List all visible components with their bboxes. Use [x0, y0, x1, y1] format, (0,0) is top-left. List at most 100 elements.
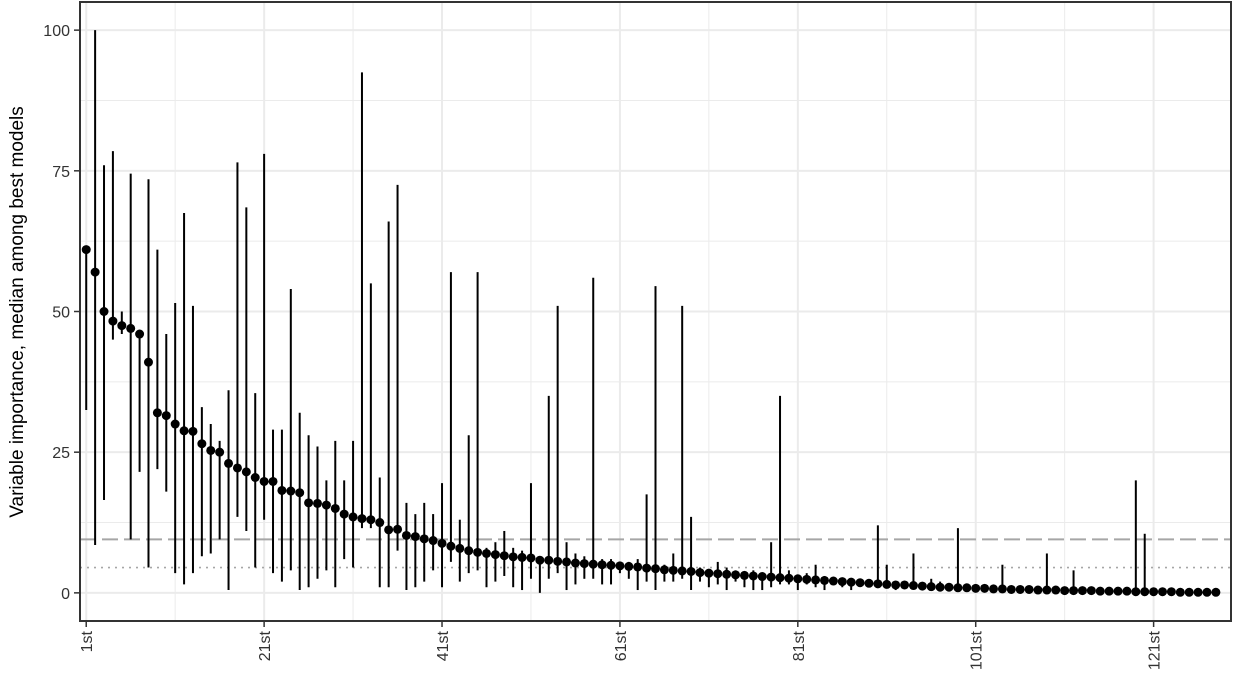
median-point — [837, 577, 847, 587]
median-point — [1122, 586, 1132, 596]
median-point — [1113, 586, 1123, 596]
median-point — [1042, 585, 1052, 595]
median-point — [908, 581, 918, 591]
median-point — [464, 546, 474, 556]
median-point — [473, 547, 483, 557]
y-tick-label: 25 — [52, 445, 70, 462]
median-point — [259, 476, 269, 486]
median-point — [170, 419, 180, 429]
median-point — [428, 536, 438, 546]
y-tick-label: 100 — [43, 23, 70, 40]
median-point — [677, 566, 687, 576]
median-point — [232, 463, 242, 473]
median-point — [117, 321, 127, 331]
median-point — [882, 579, 892, 589]
median-point — [820, 575, 830, 585]
median-point — [1024, 584, 1034, 594]
median-point — [339, 509, 349, 519]
median-point — [490, 550, 500, 560]
x-tick-label: 61st — [613, 630, 630, 661]
median-point — [241, 467, 251, 477]
median-point — [1175, 587, 1185, 597]
median-point — [722, 569, 732, 579]
median-point — [330, 503, 340, 513]
median-point — [624, 561, 634, 571]
median-point — [748, 571, 758, 581]
median-point — [873, 579, 883, 589]
median-point — [793, 574, 803, 584]
median-point — [802, 574, 812, 584]
y-tick-label: 0 — [61, 586, 70, 603]
median-point — [357, 514, 367, 524]
median-point — [384, 525, 394, 535]
median-point — [321, 500, 331, 510]
median-point — [651, 564, 660, 574]
median-point — [197, 439, 207, 449]
median-point — [126, 323, 136, 333]
median-point — [1069, 586, 1079, 596]
x-tick-label: 1st — [79, 630, 96, 652]
median-point — [481, 548, 491, 558]
median-point — [935, 582, 945, 592]
median-point — [775, 573, 785, 583]
median-point — [1140, 587, 1150, 597]
median-point — [152, 408, 162, 418]
y-tick-label: 75 — [52, 164, 70, 181]
median-point — [997, 584, 1007, 594]
median-point — [606, 560, 616, 570]
median-point — [1086, 586, 1096, 596]
median-point — [642, 563, 652, 573]
median-point — [304, 498, 314, 508]
x-axis: 1st 21st 41st 61st 81st 101st 121st — [79, 621, 1164, 670]
y-tick-label: 50 — [52, 305, 70, 322]
median-point — [855, 578, 865, 588]
median-point — [553, 556, 563, 566]
median-point — [926, 582, 936, 592]
median-point — [1193, 587, 1203, 597]
median-point — [597, 560, 607, 570]
median-point — [1051, 585, 1061, 595]
median-point — [944, 582, 954, 592]
median-point — [535, 555, 545, 565]
median-point — [108, 316, 118, 326]
median-point — [766, 572, 776, 582]
median-point — [268, 476, 278, 486]
median-point — [917, 581, 927, 591]
median-point — [1033, 585, 1043, 595]
median-point — [900, 580, 910, 590]
x-tick-label: 41st — [435, 630, 452, 661]
median-point — [1060, 586, 1070, 596]
median-point — [135, 329, 145, 339]
median-point — [286, 486, 296, 496]
median-point — [99, 307, 109, 316]
median-point — [891, 580, 901, 590]
median-point — [704, 568, 714, 578]
median-point — [864, 578, 874, 588]
x-tick-label: 101st — [969, 630, 986, 670]
median-point — [971, 583, 981, 593]
median-point — [1184, 587, 1194, 597]
median-point — [1149, 587, 1159, 597]
y-axis-label: Variable importance, median among best m… — [7, 106, 28, 518]
median-point — [784, 573, 794, 583]
median-point — [739, 570, 749, 580]
median-point — [1158, 587, 1168, 597]
median-point — [90, 267, 100, 277]
median-point — [224, 458, 234, 468]
median-point — [1095, 586, 1105, 596]
x-tick-label: 21st — [257, 630, 274, 661]
median-point — [962, 583, 972, 593]
median-point — [668, 565, 678, 575]
x-tick-label: 81st — [791, 630, 808, 661]
median-point — [277, 485, 287, 495]
median-point — [811, 575, 821, 585]
median-point — [544, 555, 554, 565]
median-point — [437, 538, 447, 548]
median-points — [81, 245, 1221, 597]
median-point — [393, 524, 403, 534]
median-point — [312, 498, 322, 508]
median-point — [588, 559, 598, 569]
median-point — [348, 512, 358, 522]
x-tick-label: 121st — [1147, 630, 1164, 670]
